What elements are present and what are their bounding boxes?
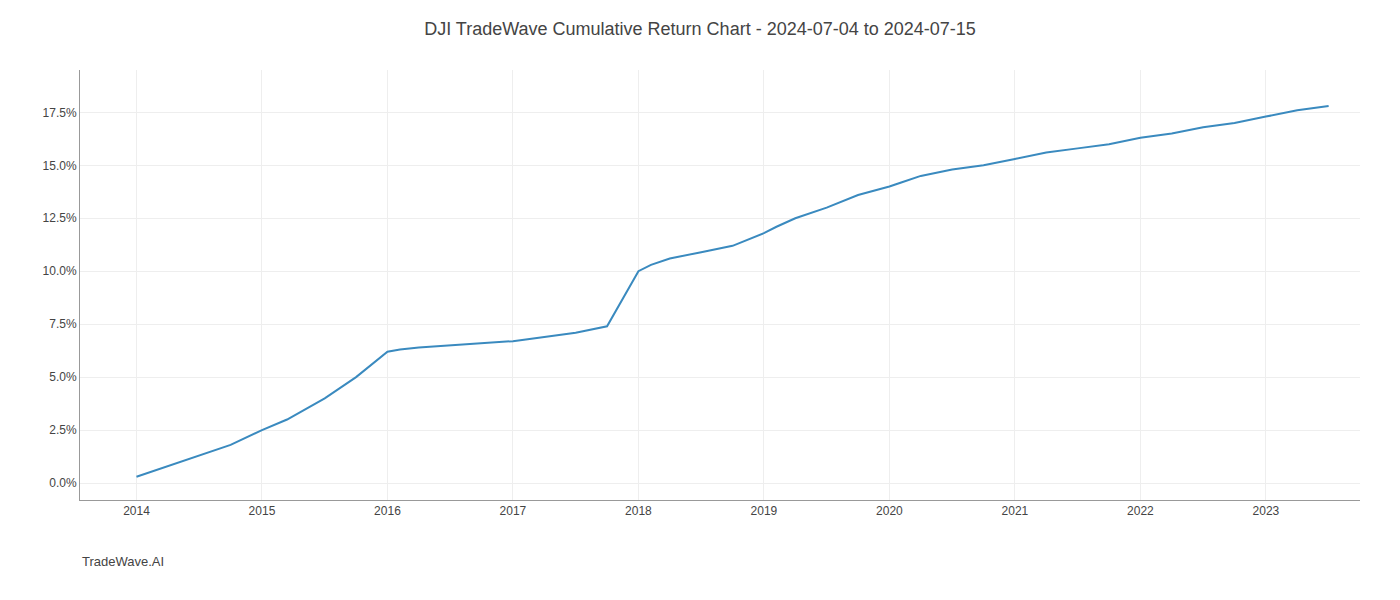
svg-text:TradeWave.AI: TradeWave.AI (82, 554, 164, 569)
svg-text:2015: 2015 (249, 504, 276, 518)
svg-text:2023: 2023 (1253, 504, 1280, 518)
svg-text:2016: 2016 (374, 504, 401, 518)
svg-text:2021: 2021 (1002, 504, 1029, 518)
svg-text:2018: 2018 (625, 504, 652, 518)
svg-text:2019: 2019 (751, 504, 778, 518)
svg-text:2.5%: 2.5% (49, 423, 77, 437)
svg-text:5.0%: 5.0% (49, 370, 77, 384)
svg-text:0.0%: 0.0% (49, 476, 77, 490)
svg-text:7.5%: 7.5% (49, 317, 77, 331)
svg-text:2022: 2022 (1127, 504, 1154, 518)
svg-text:17.5%: 17.5% (43, 106, 77, 120)
svg-text:2020: 2020 (876, 504, 903, 518)
svg-text:2017: 2017 (500, 504, 527, 518)
svg-text:12.5%: 12.5% (43, 211, 77, 225)
svg-text:DJI TradeWave Cumulative Retur: DJI TradeWave Cumulative Return Chart - … (424, 19, 976, 39)
svg-text:10.0%: 10.0% (43, 264, 77, 278)
svg-text:15.0%: 15.0% (43, 159, 77, 173)
svg-text:2014: 2014 (123, 504, 150, 518)
